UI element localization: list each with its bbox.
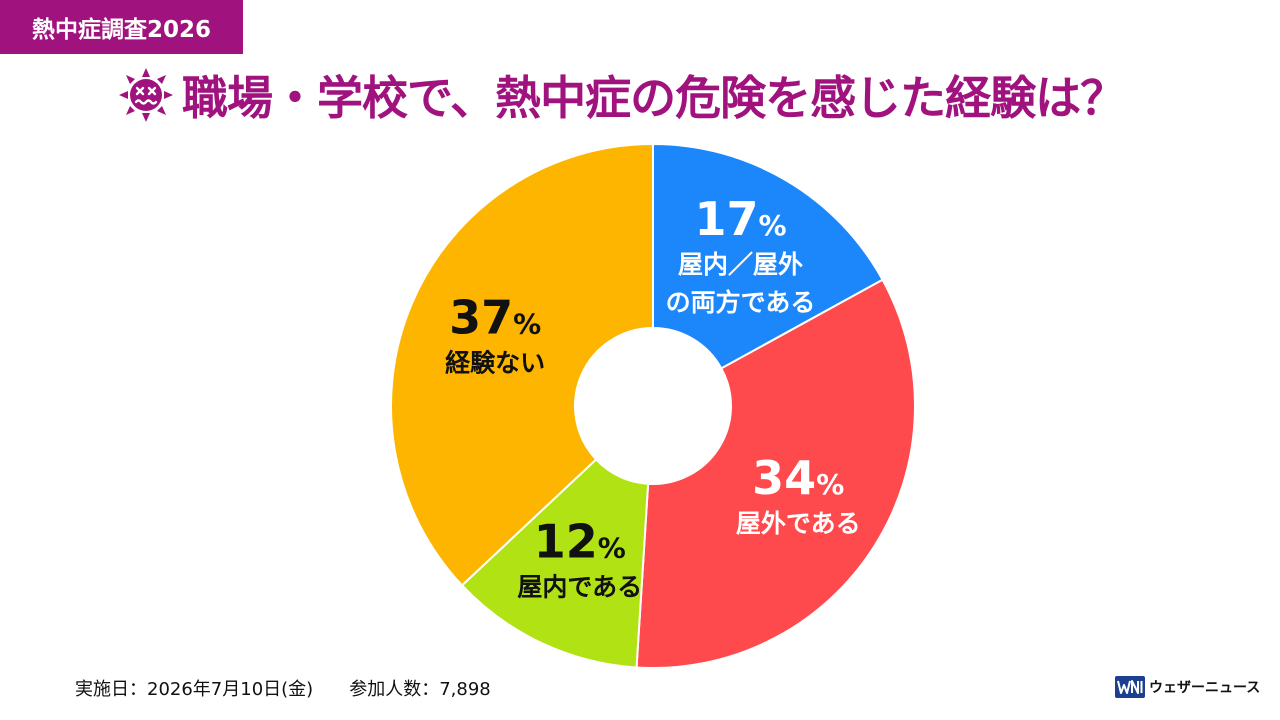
slice-percent-3: 37% [449, 291, 541, 345]
slice-percent-1: 34% [752, 451, 844, 505]
slice-label-1-0: 屋外である [736, 509, 861, 538]
survey-tag-label: 熱中症調査2026 [31, 17, 211, 43]
donut-slice-1 [635, 278, 916, 669]
page-title: 職場・学校で、熱中症の危険を感じた経験は？ [182, 71, 1126, 125]
brand-name: ウェザーニュース [1149, 680, 1261, 696]
survey-footer: 実施日：2026年7月10日(金) 参加人数：7,898 [75, 675, 491, 701]
donut-slice-0 [652, 142, 884, 370]
donut-slice-3 [390, 142, 654, 587]
slice-label-2-0: 屋内である [517, 573, 642, 602]
donut-slice-2 [460, 457, 650, 669]
wni-logo-icon [1115, 676, 1145, 698]
participant-count: 参加人数：7,898 [349, 679, 491, 700]
title-row: 職場・学校で、熱中症の危険を感じた経験は？ [118, 62, 1126, 128]
survey-tag: 熱中症調査2026 [0, 0, 243, 54]
brand: ウェザーニュース [1115, 676, 1260, 698]
slice-label-0-0: 屋内／屋外 [678, 250, 803, 279]
slice-percent-2: 12% [534, 515, 626, 569]
slice-label-3-0: 経験ない [445, 349, 545, 378]
survey-date: 実施日：2026年7月10日(金) [75, 679, 314, 700]
dizzy-sun-icon [119, 68, 173, 122]
slice-percent-0: 17% [695, 192, 787, 246]
slice-label-0-1: の両方である [666, 288, 816, 317]
